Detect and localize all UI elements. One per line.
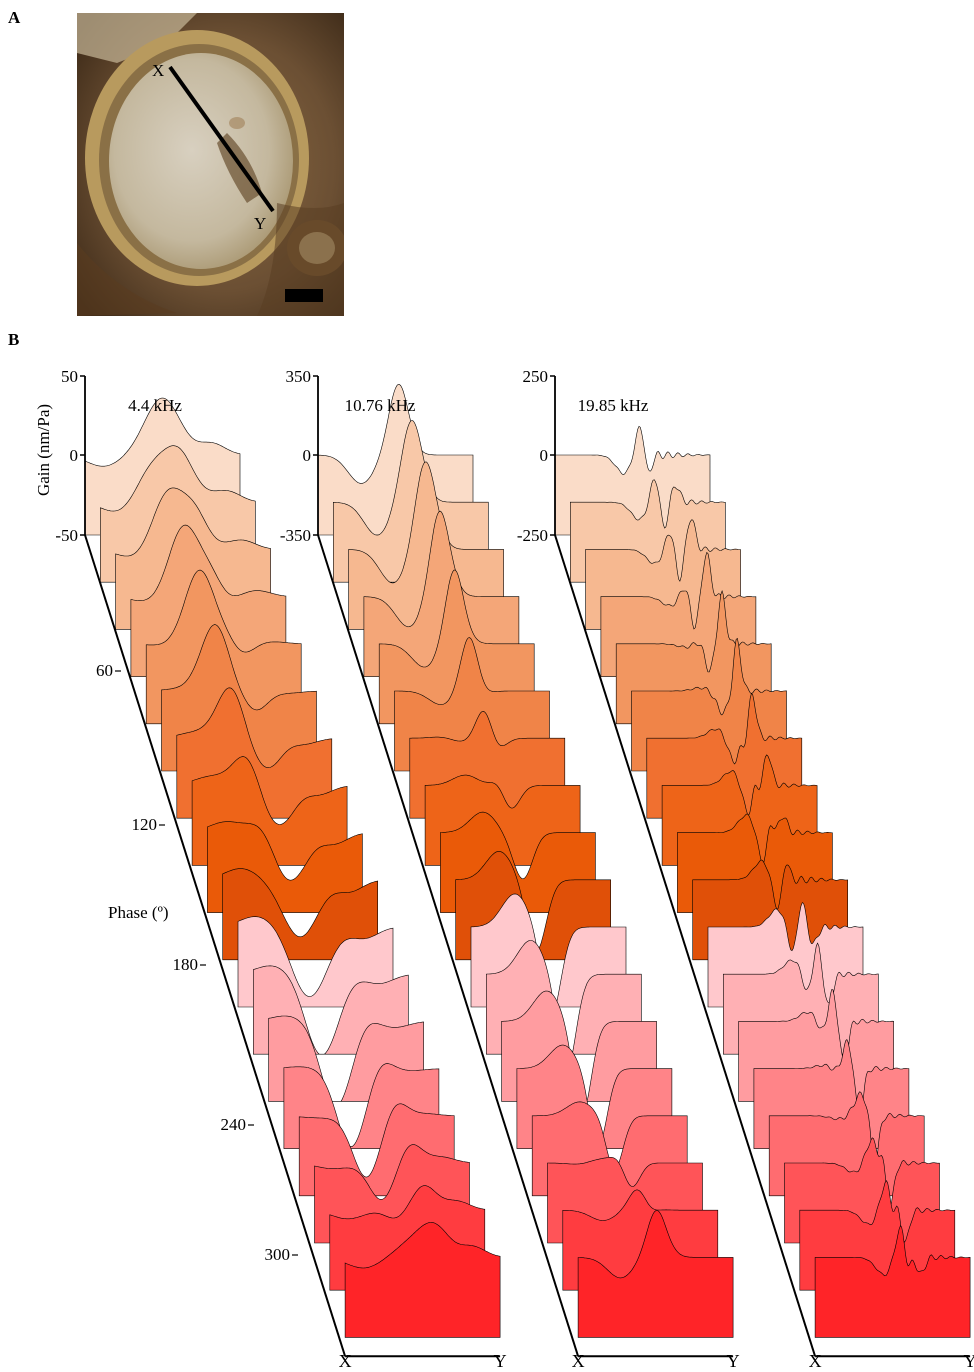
line-marker-y: Y [254, 214, 266, 233]
phase-tick-label: 60 [96, 661, 113, 680]
gain-tick-label: 0 [70, 446, 79, 465]
position-label-x: X [572, 1351, 585, 1371]
waterfall-axes: 50 0 -50 4.4 kHz X Y 350 0 -350 10.76 kHz X Y 250 0 -2… [34, 367, 974, 1371]
phase-axis-1 [84, 534, 347, 1357]
gain-tick-label: 250 [523, 367, 549, 386]
gain-tick-label: 0 [540, 446, 549, 465]
panel-a-label: A [8, 8, 21, 27]
gain-trace-2-18 [577, 1210, 734, 1338]
gain-tick-label: -250 [517, 526, 548, 545]
gain-tick-label: 350 [286, 367, 312, 386]
frequency-label-3: 19.85 kHz [578, 396, 649, 415]
waterfall-traces [84, 384, 971, 1338]
position-label-y: Y [494, 1351, 507, 1371]
phase-axis-3 [554, 534, 817, 1357]
gain-trace-3-18 [814, 1225, 971, 1338]
gain-axis-title: Gain (nm/Pa) [34, 404, 53, 496]
tympanic-membrane-photo: X Y [77, 13, 344, 316]
phase-tick-label: 240 [221, 1115, 247, 1134]
gain-trace-2-4 [363, 510, 520, 677]
position-label-y: Y [727, 1351, 740, 1371]
position-label-x: X [339, 1351, 352, 1371]
frequency-label-1: 4.4 kHz [128, 396, 182, 415]
phase-tick-label: 120 [132, 815, 158, 834]
gain-tick-label: 50 [61, 367, 78, 386]
scale-bar [285, 289, 323, 302]
phase-axis-2 [317, 534, 580, 1357]
phase-axis-title: Phase (º) [108, 903, 169, 922]
gain-trace-2-2 [333, 420, 489, 583]
panel-b-label: B [8, 330, 20, 349]
gain-tick-label: -50 [55, 526, 78, 545]
phase-tick-label: 300 [265, 1245, 291, 1264]
gain-trace-1-18 [344, 1222, 501, 1338]
frequency-label-2: 10.76 kHz [345, 396, 416, 415]
gain-trace-2-3 [348, 461, 504, 630]
line-marker-x: X [152, 61, 164, 80]
position-label-y: Y [964, 1351, 974, 1371]
position-label-x: X [809, 1351, 822, 1371]
gain-trace-2-5 [378, 569, 535, 725]
gain-tick-label: 0 [303, 446, 312, 465]
gain-tick-label: -350 [280, 526, 311, 545]
phase-tick-label: 180 [173, 955, 199, 974]
